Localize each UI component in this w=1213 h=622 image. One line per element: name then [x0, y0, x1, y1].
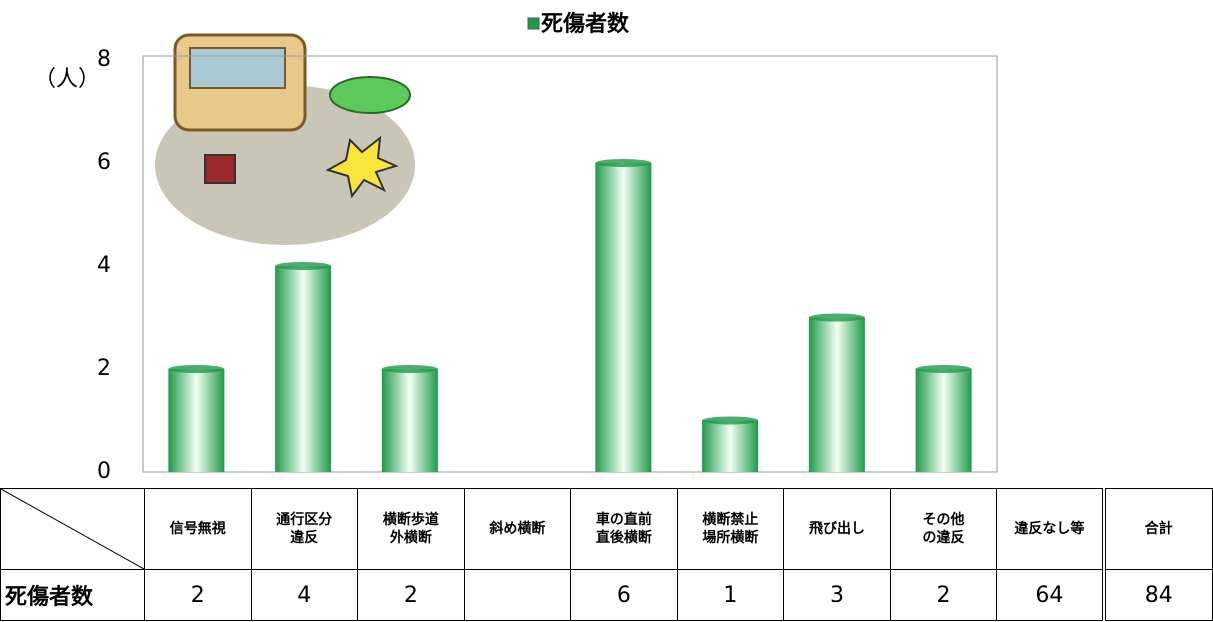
value-cell: 1: [676, 569, 785, 621]
x-tick-label: 車の直前 直後横断: [570, 488, 678, 570]
bar-group: [702, 416, 759, 472]
bar: [915, 369, 972, 472]
bar: [808, 317, 865, 472]
value-cell: [463, 569, 572, 621]
corner-cell: [0, 488, 145, 570]
bar-group: [275, 262, 332, 472]
value-cell: 2: [144, 569, 252, 621]
column-header: 違反なし等: [996, 488, 1105, 570]
value-cell: 2: [889, 569, 998, 621]
bar-cap: [808, 313, 865, 322]
bar-group: [595, 159, 652, 472]
x-tick-label: 横断禁止 場所横断: [676, 488, 785, 570]
x-tick-label: 信号無視: [144, 488, 252, 570]
row-header: 死傷者数: [0, 569, 145, 621]
diagonal: [1, 489, 144, 569]
y-tick-label: 0: [97, 459, 111, 484]
bar: [168, 369, 225, 472]
y-tick-label: 6: [97, 150, 111, 175]
bar: [702, 420, 759, 472]
x-tick-label: 斜め横断: [463, 488, 572, 570]
plot-area: [142, 55, 998, 473]
x-tick-label: 飛び出し: [783, 488, 891, 570]
bar: [275, 266, 332, 472]
bar-group: [381, 365, 438, 472]
legend-marker: [527, 17, 540, 30]
value-cell: 84: [1101, 569, 1213, 621]
value-cell: 6: [570, 569, 678, 621]
bar: [595, 163, 652, 472]
bar-cap: [595, 159, 652, 167]
bar-cap: [381, 365, 438, 373]
y-axis-label: （人）: [34, 67, 100, 92]
y-tick-label: 4: [97, 253, 111, 278]
bar-cap: [168, 365, 225, 373]
chart: （人） 死傷者数 0 2 4 6 8: [34, 11, 998, 484]
legend-label: 死傷者数: [541, 11, 630, 37]
x-tick-label: 横断歩道 外横断: [357, 488, 465, 570]
decorative-illustration: [155, 33, 415, 245]
x-tick-label: 通行区分 違反: [250, 488, 359, 570]
x-tick-label: その他 の違反: [889, 488, 998, 570]
value-cell: 64: [996, 569, 1105, 621]
bar-group: [808, 313, 865, 472]
column-header: 合計: [1101, 488, 1213, 570]
bar-cap: [915, 365, 972, 373]
bar-cap: [275, 262, 332, 270]
bar-group: [915, 365, 972, 472]
value-cell: 4: [250, 569, 359, 621]
data-table: 信号無視 通行区分 違反 横断歩道 外横断 斜め横断 車の直前 直後横断 横断禁止 場所横…: [0, 488, 1213, 621]
bar: [381, 369, 438, 472]
bar-group: [168, 365, 225, 472]
y-tick-label: 8: [97, 47, 111, 72]
value-cell: 3: [783, 569, 891, 621]
value-cell: 2: [357, 569, 465, 621]
y-tick-label: 2: [97, 356, 111, 381]
bar-cap: [702, 416, 759, 425]
